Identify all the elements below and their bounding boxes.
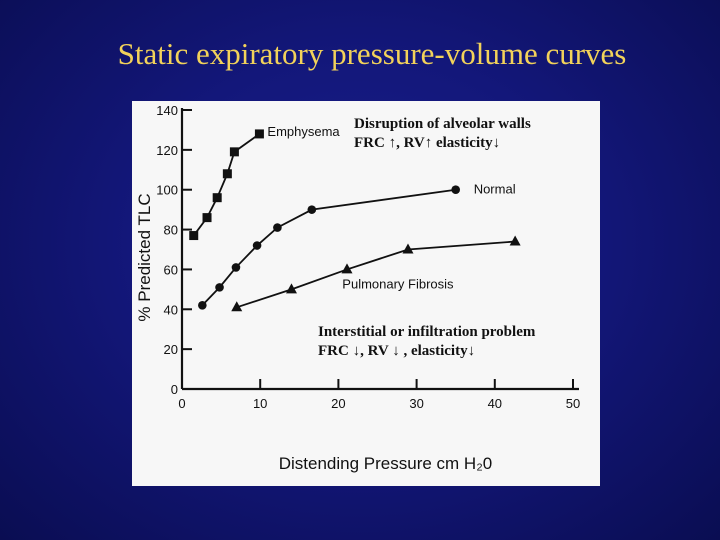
pressure-volume-chart: 0 20 40 60 80 100 120 140 0 10 20 30 40 50 % Predicted… — [135, 103, 580, 473]
x-tick-label: 20 — [331, 396, 345, 411]
normal-series-label: Normal — [474, 182, 516, 197]
emphysema-point — [202, 213, 212, 223]
normal-point — [215, 283, 224, 292]
pulmonary-fibrosis-point — [285, 283, 297, 294]
emphysema-point — [189, 231, 199, 241]
y-tick-label: 20 — [164, 342, 178, 357]
y-tick-label: 120 — [156, 143, 178, 158]
pulmonary-fibrosis-point — [341, 263, 353, 274]
normal-point — [231, 263, 241, 272]
normal-point — [273, 223, 282, 232]
x-tick-label: 50 — [566, 396, 580, 411]
emphysema-series-label: Emphysema — [267, 124, 340, 139]
y-axis-title: % Predicted TLC — [135, 193, 154, 321]
x-tick-label: 10 — [253, 396, 267, 411]
pulmonary-fibrosis-series-label: Pulmonary Fibrosis — [342, 276, 454, 291]
y-tick-label: 140 — [156, 103, 178, 118]
y-tick-label: 40 — [164, 302, 178, 317]
x-tick-label: 30 — [409, 396, 423, 411]
x-tick-label: 0 — [178, 396, 185, 411]
emphysema-annotation-line1: Disruption of alveolar walls — [354, 116, 531, 132]
fibrosis-annotation-line1: Interstitial or infiltration problem — [318, 324, 536, 340]
fibrosis-annotation-line2: FRC ↓, RV ↓ , elasticity↓ — [318, 343, 476, 359]
emphysema-annotation-line2: FRC ↑, RV↑ elasticity↓ — [354, 135, 501, 151]
x-axis-title: Distending Pressure cm H₂0 — [279, 454, 493, 473]
y-tick-label: 60 — [164, 262, 178, 277]
emphysema-point — [212, 193, 222, 203]
y-tick-label: 0 — [171, 382, 178, 397]
pulmonary-fibrosis-point — [402, 243, 414, 254]
slide-title: Static expiratory pressure-volume curves — [117, 36, 627, 71]
normal-point — [307, 205, 317, 214]
normal-point — [252, 241, 262, 250]
emphysema-point — [254, 129, 264, 139]
y-tick-label: 80 — [164, 223, 178, 238]
emphysema-point — [229, 147, 239, 157]
x-tick-label: 40 — [488, 396, 502, 411]
y-tick-label: 100 — [156, 183, 178, 198]
chart-figure: 0 20 40 60 80 100 120 140 0 10 20 30 40 50 % Predicted… — [132, 101, 600, 486]
emphysema-point — [222, 169, 232, 179]
normal-point — [198, 301, 207, 310]
emphysema-annotation: Disruption of alveolar walls FRC ↑, RV↑ … — [354, 115, 531, 153]
pulmonary-fibrosis-line — [236, 240, 516, 309]
pulmonary-fibrosis-point — [231, 301, 243, 312]
pulmonary-fibrosis-point — [509, 235, 521, 246]
normal-point — [451, 185, 461, 195]
fibrosis-annotation: Interstitial or infiltration problem FRC… — [318, 323, 536, 361]
